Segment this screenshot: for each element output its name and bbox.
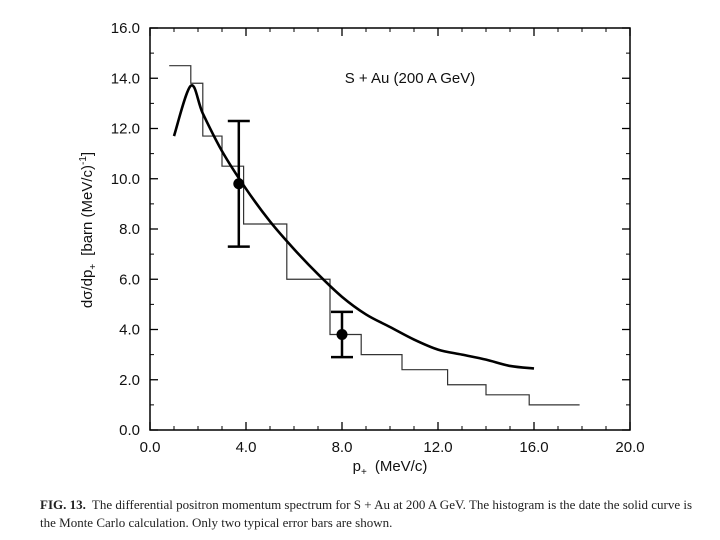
plot-frame-box bbox=[149, 27, 631, 431]
y-axis-title-sub: + bbox=[88, 264, 99, 270]
x-axis-title: p+ (MeV/c) bbox=[353, 458, 428, 478]
data-point-0 bbox=[233, 178, 245, 190]
x-tick-label-2: 8.0 bbox=[332, 439, 353, 456]
y-tick-label-7: 14.0 bbox=[111, 70, 140, 87]
x-tick-label-0: 0.0 bbox=[140, 439, 161, 456]
x-axis-title-units: (MeV/c) bbox=[375, 458, 428, 475]
y-tick-label-0: 0.0 bbox=[119, 422, 140, 439]
x-tick-label-1: 4.0 bbox=[236, 439, 257, 456]
y-tick-label-6: 12.0 bbox=[111, 121, 140, 138]
y-axis-title-close: ] bbox=[79, 152, 96, 156]
y-tick-label-2: 4.0 bbox=[119, 322, 140, 339]
y-tick-label-4: 8.0 bbox=[119, 221, 140, 238]
plot-marks bbox=[169, 65, 580, 406]
annotation-label: S + Au (200 A GeV) bbox=[345, 70, 476, 87]
x-axis-ticks: 0.0 4.0 8.0 12.0 16.0 20.0 bbox=[140, 28, 645, 456]
caption-text: The differential positron momentum spect… bbox=[40, 497, 693, 530]
y-tick-label-1: 2.0 bbox=[119, 372, 140, 389]
x-tick-label-4: 16.0 bbox=[519, 439, 548, 456]
histogram-series bbox=[169, 65, 580, 406]
plot-frame bbox=[149, 27, 631, 431]
figure-caption: FIG. 13. The differential positron moment… bbox=[40, 496, 700, 532]
y-tick-label-5: 10.0 bbox=[111, 171, 140, 188]
x-tick-label-5: 20.0 bbox=[615, 439, 644, 456]
caption-label: FIG. 13. bbox=[40, 497, 86, 512]
y-axis-ticks: 0.0 2.0 4.0 6.0 8.0 10.0 12.0 14.0 16.0 bbox=[111, 20, 630, 439]
y-tick-label-8: 16.0 bbox=[111, 20, 140, 37]
x-axis-title-main: p bbox=[353, 458, 361, 475]
y-axis-title-main: dσ/dp bbox=[79, 270, 96, 308]
y-axis-title: dσ/dp+ [barn (MeV/c)-1] bbox=[78, 152, 99, 308]
y-axis-title-exp: -1 bbox=[78, 156, 89, 165]
x-axis-title-sub: + bbox=[361, 467, 367, 478]
x-tick-label-3: 12.0 bbox=[423, 439, 452, 456]
data-point-1 bbox=[336, 329, 348, 341]
y-tick-label-3: 6.0 bbox=[119, 271, 140, 288]
monte-carlo-curve bbox=[172, 84, 535, 370]
y-axis-title-units: [barn (MeV/c) bbox=[79, 165, 96, 256]
